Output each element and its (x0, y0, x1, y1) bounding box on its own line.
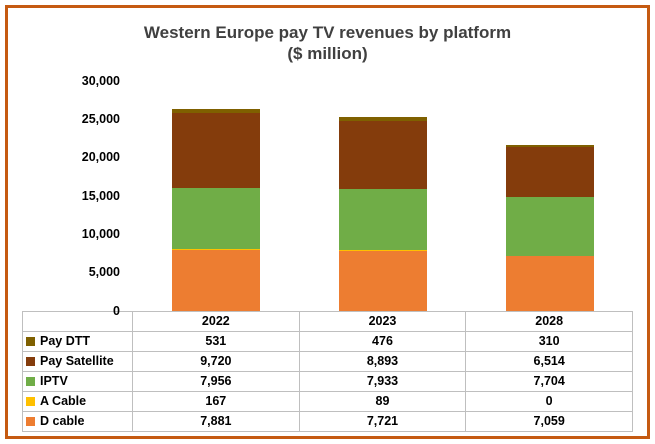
series-name: IPTV (40, 374, 68, 388)
table-row: IPTV 7,956 7,933 7,704 (22, 370, 633, 392)
value-cell: 531 (132, 330, 300, 352)
bar-segment-iptv (505, 197, 594, 257)
bar-slot-2028 (466, 81, 633, 311)
series-label-cell: A Cable (22, 390, 133, 412)
y-tick-label: 15,000 (81, 188, 120, 203)
value-cell: 7,721 (298, 410, 467, 432)
value-cell: 7,059 (465, 410, 633, 432)
series-label-cell: D cable (22, 410, 133, 432)
series-label-cell: IPTV (22, 370, 133, 392)
bar-segment-pay-dtt (505, 145, 594, 148)
year-header-2028: 2028 (465, 310, 633, 332)
table-row: D cable 7,881 7,721 7,059 (22, 410, 633, 432)
value-cell: 7,956 (132, 370, 300, 392)
chart-area: 0 5,000 10,000 15,000 20,000 25,000 30,000 (22, 74, 633, 318)
series-name: Pay DTT (40, 334, 91, 348)
legend-swatch-icon (26, 336, 35, 346)
y-tick-label: 10,000 (81, 226, 120, 241)
chart-frame: Western Europe pay TV revenues by platfo… (5, 5, 650, 439)
plot-area (132, 81, 633, 311)
table-row: A Cable 167 89 0 (22, 390, 633, 412)
value-cell: 6,514 (465, 350, 633, 372)
bar-segment-pay-dtt (338, 117, 427, 121)
bar-slot-2023 (299, 81, 466, 311)
legend-swatch-icon (26, 376, 35, 386)
value-cell: 0 (465, 390, 633, 412)
legend-swatch-icon (26, 416, 35, 426)
y-tick-label: 25,000 (81, 111, 120, 126)
bar-segment-d-cable (338, 251, 427, 311)
legend-swatch-icon (26, 396, 35, 406)
bar-segment-a-cable (171, 248, 260, 251)
y-tick-label: 20,000 (81, 150, 120, 165)
stacked-bar-2022 (171, 109, 260, 311)
table-row: Pay DTT 531 476 310 (22, 330, 633, 352)
table-row: Pay Satellite 9,720 8,893 6,514 (22, 350, 633, 372)
data-table: 2022 2023 2028 Pay DTT 531 476 310 Pay Satelli… (22, 310, 633, 432)
value-cell: 89 (298, 390, 467, 412)
series-name: Pay Satellite (40, 354, 114, 368)
year-header-2023: 2023 (298, 310, 467, 332)
value-cell: 7,881 (132, 410, 300, 432)
value-cell: 8,893 (298, 350, 467, 372)
bar-segment-iptv (338, 189, 427, 250)
bar-segment-iptv (171, 187, 260, 249)
chart-subtitle: ($ million) (287, 44, 368, 64)
bar-segment-a-cable (338, 249, 427, 252)
series-label-cell: Pay DTT (22, 330, 133, 352)
y-tick-label: 30,000 (81, 73, 120, 88)
bar-segment-pay-satellite (505, 147, 594, 198)
chart-title: Western Europe pay TV revenues by platfo… (143, 23, 512, 42)
value-cell: 167 (132, 390, 300, 412)
legend-swatch-icon (26, 356, 35, 366)
bar-segment-pay-satellite (171, 113, 260, 188)
title-block: Western Europe pay TV revenues by platfo… (22, 22, 633, 65)
bar-segment-pay-satellite (338, 120, 427, 189)
value-cell: 7,933 (298, 370, 467, 392)
value-cell: 310 (465, 330, 633, 352)
bar-segment-d-cable (505, 256, 594, 311)
value-cell: 9,720 (132, 350, 300, 372)
table-body: Pay DTT 531 476 310 Pay Satellite 9,720 8,893 6… (22, 330, 633, 432)
stacked-bar-2023 (338, 117, 427, 311)
series-name: D cable (40, 414, 85, 428)
value-cell: 7,704 (465, 370, 633, 392)
y-tick-label: 0 (113, 303, 120, 318)
bar-segment-d-cable (171, 250, 260, 311)
y-tick-label: 5,000 (88, 265, 120, 280)
year-header-2022: 2022 (132, 310, 300, 332)
stacked-bar-2028 (505, 145, 594, 311)
series-name: A Cable (40, 394, 87, 408)
bar-slot-2022 (132, 81, 299, 311)
bar-segment-pay-dtt (171, 109, 260, 114)
series-label-cell: Pay Satellite (22, 350, 133, 372)
y-axis: 0 5,000 10,000 15,000 20,000 25,000 30,000 (22, 74, 132, 318)
value-cell: 476 (298, 330, 467, 352)
